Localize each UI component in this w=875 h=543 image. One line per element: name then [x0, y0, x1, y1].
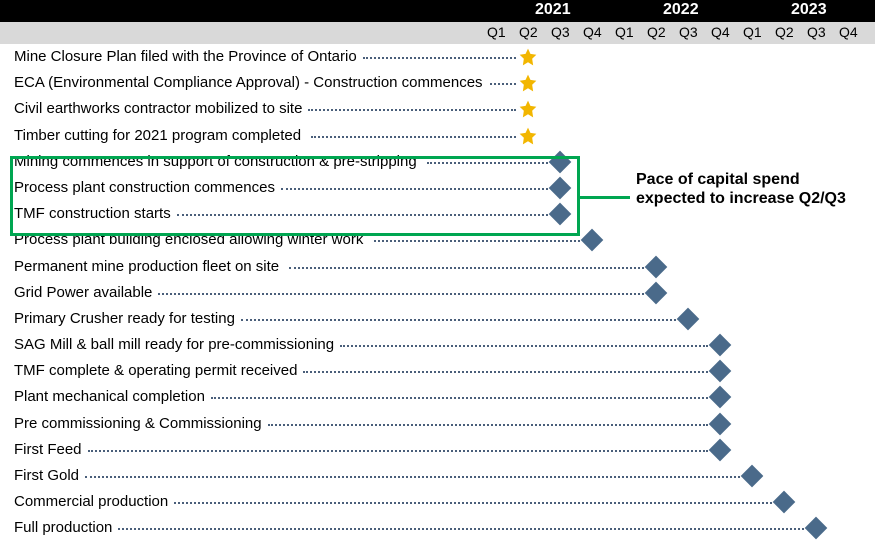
milestone-row: Civil earthworks contractor mobilized to… [0, 96, 875, 122]
leader-line [303, 371, 708, 373]
milestone-label: Commercial production [14, 493, 168, 510]
callout-text: Pace of capital spend expected to increa… [636, 170, 846, 208]
milestone-row: SAG Mill & ball mill ready for pre-commi… [0, 332, 875, 358]
star-icon [518, 99, 538, 119]
star-icon [518, 73, 538, 93]
leader-line [85, 476, 740, 478]
milestone-label: TMF complete & operating permit received [14, 362, 297, 379]
leader-line [289, 267, 644, 269]
quarter-label: Q4 [583, 24, 602, 40]
milestone-row: First Gold [0, 463, 875, 489]
diamond-icon [709, 360, 732, 383]
diamond-icon [581, 229, 604, 252]
diamond-icon [645, 255, 668, 278]
quarter-label: Q2 [775, 24, 794, 40]
quarter-label: Q3 [551, 24, 570, 40]
leader-line [88, 450, 708, 452]
milestone-label: Primary Crusher ready for testing [14, 310, 235, 327]
header-quarters: Q1 Q2 Q3 Q4 Q1 Q2 Q3 Q4 Q1 Q2 Q3 Q4 [0, 22, 875, 44]
milestone-label: Timber cutting for 2021 program complete… [14, 127, 301, 144]
quarter-label: Q4 [839, 24, 858, 40]
milestone-label: Full production [14, 519, 112, 536]
milestone-label: Civil earthworks contractor mobilized to… [14, 100, 302, 117]
milestone-label: First Gold [14, 467, 79, 484]
header-years: 2021 2022 2023 [0, 0, 875, 22]
leader-line [340, 345, 708, 347]
year-label: 2021 [535, 1, 571, 19]
callout-line2: expected to increase Q2/Q3 [636, 190, 846, 207]
milestone-label: Plant mechanical completion [14, 388, 205, 405]
diamond-icon [741, 465, 764, 488]
milestone-label: Mine Closure Plan filed with the Provinc… [14, 48, 357, 65]
callout-box [10, 156, 580, 236]
year-label: 2022 [663, 1, 699, 19]
milestone-label: ECA (Environmental Compliance Approval) … [14, 74, 483, 91]
milestone-row: Primary Crusher ready for testing [0, 306, 875, 332]
quarter-label: Q1 [487, 24, 506, 40]
timeline-chart: 2021 2022 2023 Q1Q2Q3Q4Q1Q2Q3Q4Q1Q2Q3Q4 … [0, 0, 875, 543]
diamond-icon [805, 517, 828, 540]
milestone-row: Plant mechanical completion [0, 384, 875, 410]
star-icon [518, 126, 538, 146]
quarter-label: Q3 [807, 24, 826, 40]
leader-line [308, 109, 516, 111]
diamond-icon [709, 438, 732, 461]
quarter-label: Q4 [711, 24, 730, 40]
milestone-label: Permanent mine production fleet on site [14, 258, 279, 275]
diamond-icon [773, 491, 796, 514]
callout-connector [580, 196, 630, 199]
milestone-label: SAG Mill & ball mill ready for pre-commi… [14, 336, 334, 353]
leader-line [118, 528, 804, 530]
milestone-label: Pre commissioning & Commissioning [14, 415, 262, 432]
diamond-icon [709, 386, 732, 409]
leader-line [363, 57, 516, 59]
leader-line [374, 240, 580, 242]
milestone-row: ECA (Environmental Compliance Approval) … [0, 70, 875, 96]
leader-line [174, 502, 772, 504]
milestone-row: Pre commissioning & Commissioning [0, 411, 875, 437]
diamond-icon [645, 281, 668, 304]
milestone-row: Permanent mine production fleet on site [0, 254, 875, 280]
milestone-row: Timber cutting for 2021 program complete… [0, 123, 875, 149]
diamond-icon [709, 412, 732, 435]
milestone-label: Grid Power available [14, 284, 152, 301]
leader-line [211, 397, 708, 399]
leader-line [241, 319, 676, 321]
callout-line1: Pace of capital spend [636, 171, 800, 188]
milestone-rows: Mine Closure Plan filed with the Provinc… [0, 44, 875, 542]
year-label: 2023 [791, 1, 827, 19]
milestone-label: First Feed [14, 441, 82, 458]
leader-line [268, 424, 708, 426]
leader-line [311, 136, 516, 138]
star-icon [518, 47, 538, 67]
milestone-row: Commercial production [0, 489, 875, 515]
milestone-row: First Feed [0, 437, 875, 463]
quarter-label: Q1 [743, 24, 762, 40]
milestone-row: Full production [0, 515, 875, 541]
quarter-label: Q2 [519, 24, 538, 40]
milestone-row: Grid Power available [0, 280, 875, 306]
milestone-row: TMF complete & operating permit received [0, 358, 875, 384]
milestone-row: Mine Closure Plan filed with the Provinc… [0, 44, 875, 70]
quarter-label: Q2 [647, 24, 666, 40]
leader-line [490, 83, 516, 85]
leader-line [158, 293, 644, 295]
diamond-icon [677, 308, 700, 331]
quarter-label: Q3 [679, 24, 698, 40]
quarter-label: Q1 [615, 24, 634, 40]
diamond-icon [709, 334, 732, 357]
